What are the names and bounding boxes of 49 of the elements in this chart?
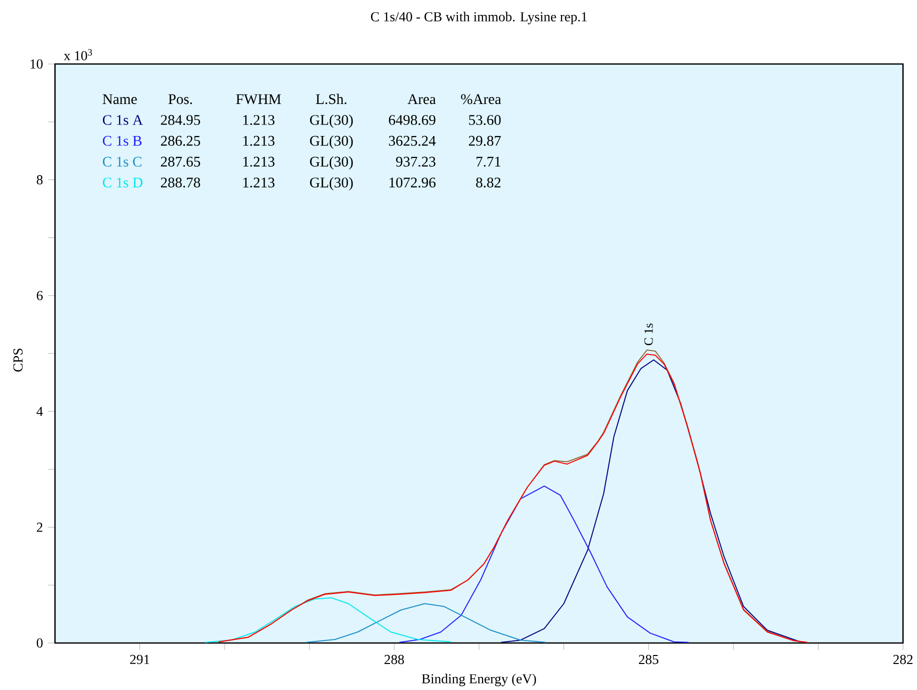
line-series: [500, 359, 801, 643]
y-tick-label: 10: [30, 59, 43, 69]
annotation: 7.71: [476, 156, 500, 167]
annotation: 284.95: [160, 115, 200, 125]
annotation: GL(30): [310, 114, 353, 128]
annotation: 3625.24: [388, 136, 436, 146]
annotation: 287.65: [160, 156, 200, 167]
text: C 1s D: [102, 178, 142, 188]
y-tick-label: 0: [36, 638, 43, 648]
y-axis-title: CPS: [13, 348, 23, 372]
annotation: 1.213: [243, 115, 274, 125]
annotation: 1.213: [243, 156, 274, 167]
annotation: GL(30): [310, 177, 353, 190]
text: C 1s B: [102, 136, 142, 146]
y-tick-label: 2: [36, 522, 42, 532]
line-series: [204, 597, 452, 643]
text: x 10$^{3}$: [64, 49, 92, 60]
annotation: Pos.: [168, 94, 192, 104]
annotation: GL(30): [310, 156, 353, 170]
annotation: 1.213: [243, 178, 274, 188]
line-series: [398, 486, 689, 643]
y-tick-label: 6: [36, 291, 43, 300]
annotation: 8.82: [476, 178, 500, 188]
annotation: 53.60: [469, 115, 501, 125]
annotation: %Area: [461, 94, 502, 104]
x-tick-label: 291: [130, 654, 150, 664]
chart-title: C 1s/40 - CB with immob. Lysine rep.1: [370, 12, 587, 24]
annotation: C 1s: [644, 324, 653, 346]
annotation: Area: [408, 94, 436, 104]
annotation: 6498.69: [388, 115, 436, 125]
annotation: FWHM: [236, 94, 281, 104]
annotation: 286.25: [160, 136, 200, 146]
text: C 1s C: [102, 156, 142, 167]
y-tick-label: 4: [36, 406, 43, 416]
annotation: Name: [102, 94, 137, 104]
annotation: 1.213: [243, 136, 274, 146]
line-series: [306, 603, 546, 643]
x-axis-title: Binding Energy (eV): [422, 674, 536, 686]
text: C 1s A: [102, 115, 143, 125]
annotation: 288.78: [160, 178, 200, 188]
x-tick-label: 282: [893, 654, 913, 664]
y-tick-label: 8: [36, 175, 43, 184]
annotation: GL(30): [310, 135, 353, 149]
annotation: 937.23: [396, 156, 436, 167]
annotation: L.Sh.: [316, 94, 346, 104]
annotation: 29.87: [468, 136, 501, 146]
annotation: 1072.96: [390, 178, 436, 188]
x-tick-label: 288: [384, 654, 404, 664]
x-tick-label: 285: [638, 654, 658, 664]
